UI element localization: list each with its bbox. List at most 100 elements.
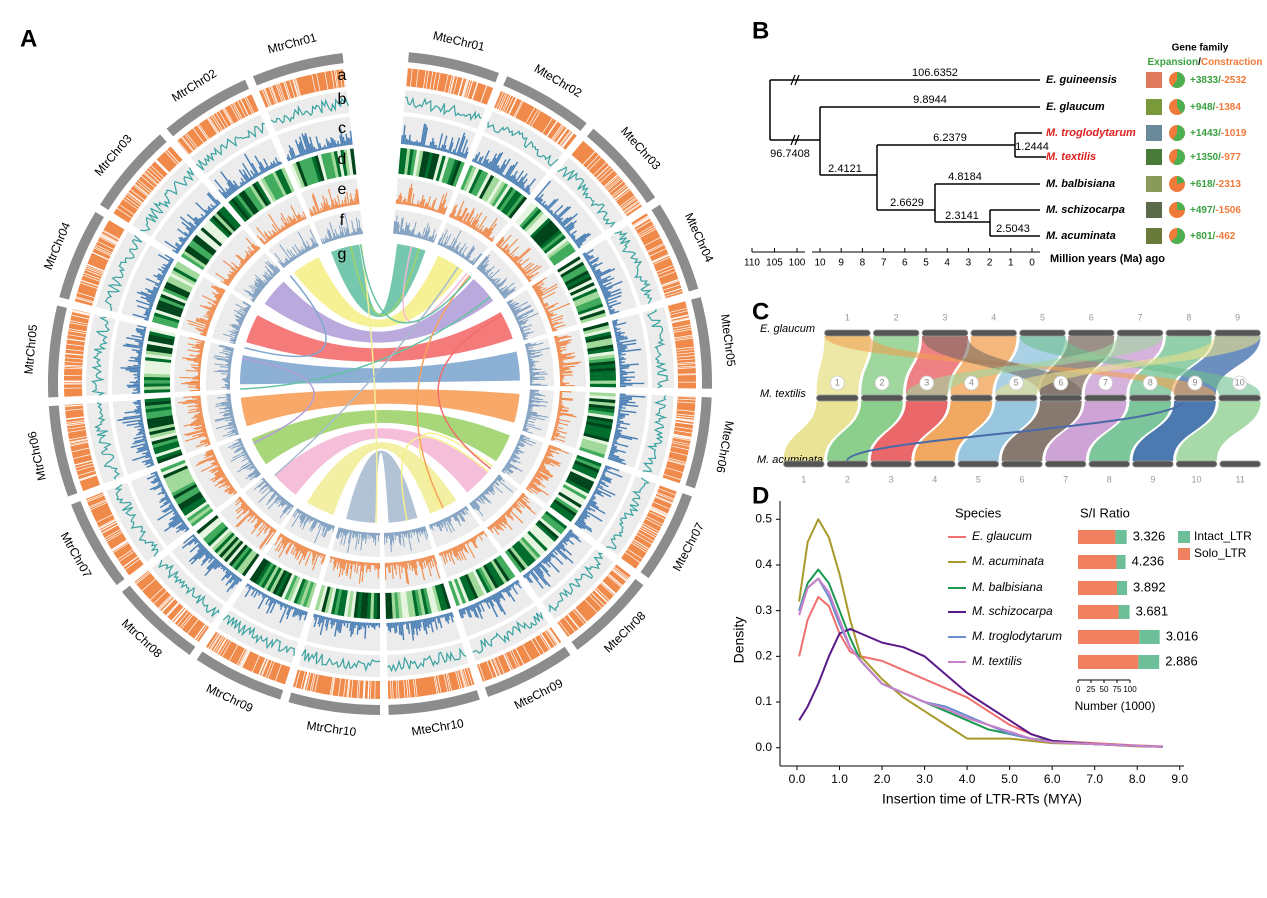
track-d: [476, 173, 492, 198]
track-d: [299, 580, 312, 607]
track-d: [369, 592, 375, 619]
time-tick-label: 3: [966, 258, 972, 269]
track-b-line: [605, 477, 650, 550]
track-d: [202, 521, 225, 542]
track-d: [467, 572, 482, 598]
track-d: [524, 532, 546, 554]
legend-separator: /: [1198, 57, 1201, 68]
expansion-count: +948: [1190, 102, 1213, 113]
track-bg: [211, 293, 252, 345]
track-f: [222, 301, 252, 345]
y-tick-label: 0.5: [755, 511, 772, 525]
track-d: [213, 212, 235, 234]
track-e: [329, 556, 380, 584]
track-d: [174, 486, 199, 503]
track-e: [179, 337, 205, 392]
track-d: [181, 496, 205, 514]
track-d: [588, 400, 616, 407]
panel-label: D: [752, 482, 769, 509]
track-d: [497, 555, 516, 579]
track-c: [120, 324, 147, 394]
ideogram: [651, 204, 699, 292]
track-d: [155, 305, 182, 318]
track-d: [292, 162, 306, 188]
track-d: [530, 217, 552, 239]
track-d: [162, 287, 188, 301]
track-a: [113, 146, 183, 223]
track-d: [246, 186, 264, 210]
species-photo: [1146, 202, 1162, 218]
track-d: [171, 481, 196, 497]
track-d: [360, 592, 366, 619]
synteny-line: [846, 400, 1186, 462]
track-d: [166, 278, 192, 293]
track-d: [588, 350, 615, 358]
synteny-link: [274, 428, 489, 495]
track-bg: [574, 465, 632, 541]
track-d: [353, 591, 360, 618]
stacked-bar: [1078, 605, 1119, 619]
track-d: [424, 152, 434, 179]
synteny-link: [293, 255, 464, 328]
track-d: [266, 174, 282, 199]
stacked-bar: [1078, 530, 1116, 544]
synteny-ribbon: [827, 401, 903, 461]
track-d: [575, 297, 602, 310]
track-a-stripes: [405, 68, 488, 103]
track-d: [428, 586, 439, 613]
chromosome-number: 5: [1040, 312, 1045, 322]
track-d: [472, 570, 488, 595]
track-d: [388, 592, 393, 619]
ratio-label: 3.016: [1166, 628, 1199, 643]
track-d: [490, 559, 508, 584]
track-f: [501, 434, 537, 475]
track-bg: [232, 583, 308, 639]
species-photo: [1146, 72, 1162, 88]
synteny-link: [251, 410, 510, 465]
track-d: [586, 341, 613, 349]
density-line: [798, 577, 1163, 748]
track-d: [573, 291, 599, 305]
ideogram: [288, 692, 380, 715]
track-bg: [637, 394, 674, 477]
track-d: [260, 564, 277, 589]
track-bg: [609, 225, 662, 306]
track-d: [508, 196, 528, 219]
track-d: [230, 197, 250, 221]
track-f: [227, 438, 261, 481]
track-d: [145, 356, 172, 363]
track-d: [330, 588, 340, 615]
track-d: [343, 590, 351, 617]
track-d: [563, 481, 589, 497]
contraction-count: -462: [1215, 231, 1235, 242]
track-d: [147, 340, 174, 349]
chromosome-badge: [919, 375, 935, 391]
track-d: [534, 222, 556, 243]
density-line: [798, 627, 1163, 748]
track-d: [549, 504, 573, 522]
track-d: [587, 412, 614, 420]
track-d: [305, 158, 317, 184]
divergence-label: 2.6629: [890, 197, 924, 209]
track-d: [586, 415, 614, 423]
track-c: [611, 319, 645, 388]
track-d: [409, 149, 418, 176]
chromosome-badge: [1232, 375, 1248, 391]
track-bg: [531, 272, 578, 332]
track-f: [506, 299, 539, 341]
track-a: [176, 94, 259, 155]
chromosome-number: 6: [1019, 474, 1024, 484]
minor-link: [244, 275, 327, 358]
track-e: [309, 188, 360, 217]
legend-title: Gene family: [1172, 43, 1229, 54]
ideogram: [48, 305, 67, 398]
stacked-bar: [1138, 655, 1160, 669]
divergence-label: 6.2379: [933, 132, 967, 144]
track-d: [186, 503, 210, 522]
track-d: [489, 181, 506, 206]
track-d: [412, 149, 421, 177]
track-bg: [428, 505, 480, 548]
x-tick-label: 1.0: [831, 772, 848, 786]
track-d: [145, 353, 172, 360]
